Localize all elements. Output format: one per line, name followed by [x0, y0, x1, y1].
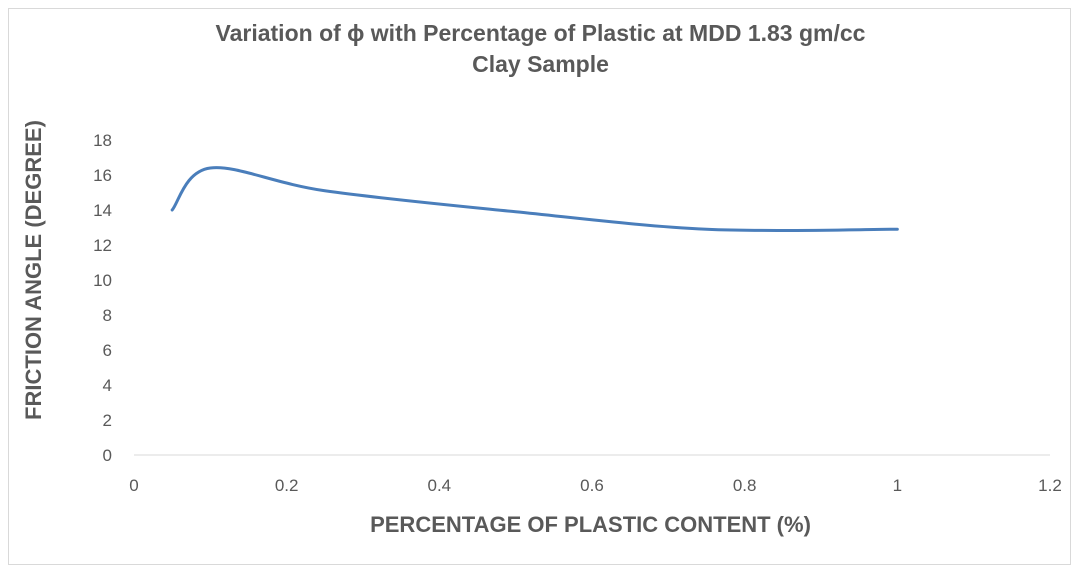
y-tick-label: 2	[103, 411, 112, 430]
y-tick-label: 16	[93, 166, 112, 185]
y-tick-label: 0	[103, 446, 112, 465]
y-tick-label: 14	[93, 201, 112, 220]
series-line	[170, 166, 899, 233]
y-tick-label: 18	[93, 131, 112, 150]
chart-area	[8, 8, 1071, 565]
x-tick-label: 0.6	[580, 476, 604, 495]
chart-title: Variation of ϕ with Percentage of Plasti…	[215, 20, 866, 46]
x-tick-label: 1	[893, 476, 902, 495]
x-tick-label: 0	[129, 476, 138, 495]
x-tick-label: 0.4	[428, 476, 452, 495]
x-tick-label: 0.2	[275, 476, 299, 495]
y-tick-label: 8	[103, 306, 112, 325]
y-tick-label: 12	[93, 236, 112, 255]
y-tick-label: 4	[103, 376, 112, 395]
chart-subtitle: Clay Sample	[472, 51, 609, 77]
x-axis-label: PERCENTAGE OF PLASTIC CONTENT (%)	[370, 512, 811, 537]
x-tick-label: 1.2	[1038, 476, 1062, 495]
x-tick-label: 0.8	[733, 476, 757, 495]
y-tick-label: 6	[103, 341, 112, 360]
y-tick-label: 10	[93, 271, 112, 290]
